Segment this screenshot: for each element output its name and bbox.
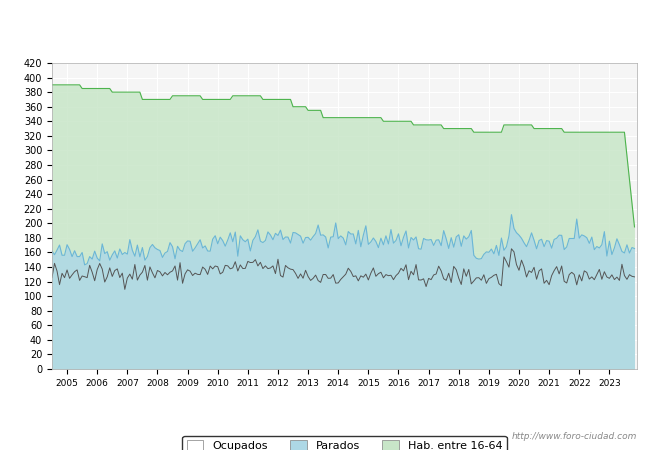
Legend: Ocupados, Parados, Hab. entre 16-64: Ocupados, Parados, Hab. entre 16-64 [182, 436, 507, 450]
Text: Villaverde de Medina - Evolucion de la poblacion en edad de Trabajar Mayo de 202: Villaverde de Medina - Evolucion de la p… [21, 21, 629, 33]
Text: http://www.foro-ciudad.com: http://www.foro-ciudad.com [512, 432, 637, 441]
